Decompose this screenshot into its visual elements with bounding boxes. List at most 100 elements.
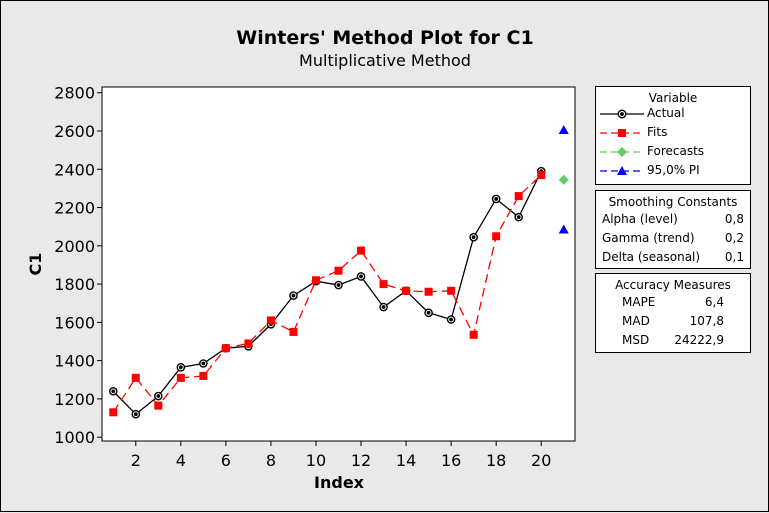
point-actual-center	[426, 310, 431, 315]
point-fits	[424, 287, 433, 296]
y-tick-label: 2600	[54, 122, 95, 141]
accuracy-value: 24222,9	[674, 333, 724, 347]
plot-area	[101, 86, 576, 442]
legend-item-forecasts: Forecasts	[596, 143, 750, 162]
y-axis-label: C1	[26, 253, 45, 276]
accuracy-label: MAD	[622, 314, 650, 328]
actual-line-circle-icon	[600, 109, 644, 119]
accuracy-label: MAPE	[622, 295, 656, 309]
smoothing-row-delta: Delta (seasonal) 0,1	[596, 248, 750, 267]
point-95-0-pi	[558, 224, 569, 234]
point-fits	[266, 316, 275, 325]
point-fits	[176, 373, 185, 382]
accuracy-value: 107,8	[689, 314, 724, 328]
chart-subtitle: Multiplicative Method	[299, 51, 471, 70]
x-tick-label: 2	[131, 451, 141, 470]
point-fits	[357, 246, 366, 255]
point-fits	[221, 344, 230, 353]
variable-legend: Variable Actual Fits Forecasts	[595, 86, 751, 185]
point-fits	[334, 266, 343, 275]
smoothing-value: 0,8	[724, 212, 744, 226]
y-tick-label: 1000	[54, 428, 95, 447]
point-fits	[154, 401, 163, 410]
legend-label-pi: 95,0% PI	[647, 163, 700, 177]
point-fits	[514, 192, 523, 201]
accuracy-row-mape: MAPE 6,4	[596, 293, 750, 312]
smoothing-row-gamma: Gamma (trend) 0,2	[596, 229, 750, 248]
legend-item-pi: 95,0% PI	[596, 162, 750, 181]
y-tick-label: 2800	[54, 84, 95, 103]
point-fits	[311, 276, 320, 285]
smoothing-value: 0,1	[724, 250, 744, 264]
point-actual-center	[133, 412, 138, 417]
x-tick-label: 18	[486, 451, 506, 470]
smoothing-label: Gamma (trend)	[602, 231, 695, 245]
chart-title: Winters' Method Plot for C1	[236, 27, 533, 49]
smoothing-constants-title: Smoothing Constants	[608, 195, 738, 209]
legend-label-actual: Actual	[647, 106, 685, 120]
point-fits	[469, 330, 478, 339]
point-actual-center	[336, 283, 341, 287]
accuracy-measures-title: Accuracy Measures	[615, 278, 731, 292]
forecasts-dashed-diamond-icon	[600, 147, 644, 157]
x-axis-label: Index	[314, 473, 365, 492]
x-tick-label: 12	[351, 451, 371, 470]
point-actual-center	[111, 389, 116, 394]
point-fits	[131, 373, 140, 382]
smoothing-label: Alpha (level)	[602, 212, 678, 226]
y-tick-label: 1600	[54, 313, 95, 332]
point-forecasts	[558, 174, 569, 185]
y-tick-label: 2000	[54, 237, 95, 256]
smoothing-row-alpha: Alpha (level) 0,8	[596, 210, 750, 229]
point-fits	[379, 280, 388, 289]
x-tick-label: 8	[266, 451, 276, 470]
point-actual-center	[156, 394, 161, 398]
point-fits	[402, 286, 411, 295]
x-tick-label: 6	[221, 451, 231, 470]
point-actual-center	[201, 361, 206, 366]
point-fits	[492, 232, 501, 241]
smoothing-label: Delta (seasonal)	[602, 250, 701, 264]
x-tick-label: 16	[441, 451, 461, 470]
point-actual-center	[449, 317, 454, 322]
point-95-0-pi	[558, 125, 569, 135]
pi-dashed-triangle-icon	[600, 166, 644, 175]
x-tick-label: 14	[396, 451, 416, 470]
point-actual-center	[291, 293, 296, 298]
accuracy-row-msd: MSD 24222,9	[596, 331, 750, 350]
y-tick-label: 2400	[54, 160, 95, 179]
legend-label-forecasts: Forecasts	[647, 144, 705, 158]
accuracy-label: MSD	[622, 333, 650, 347]
x-tick-label: 4	[176, 451, 186, 470]
y-tick-label: 1800	[54, 275, 95, 294]
y-tick-label: 1200	[54, 390, 95, 409]
legend-item-fits: Fits	[596, 124, 750, 143]
point-fits	[447, 286, 456, 295]
y-tick-label: 1400	[54, 352, 95, 371]
x-tick-label: 10	[306, 451, 326, 470]
point-fits	[199, 371, 208, 380]
accuracy-measures-box: Accuracy Measures MAPE 6,4 MAD 107,8 MSD…	[595, 273, 751, 353]
x-tick-label: 20	[531, 451, 551, 470]
point-actual-center	[178, 365, 183, 370]
point-actual-center	[494, 197, 499, 201]
point-actual-center	[381, 305, 386, 309]
point-actual-center	[359, 274, 363, 279]
point-actual-center	[471, 235, 476, 240]
legend-item-actual: Actual	[596, 105, 750, 124]
y-tick-label: 2200	[54, 199, 95, 218]
point-fits	[244, 339, 253, 348]
variable-legend-title: Variable	[648, 91, 698, 105]
point-actual-center	[516, 215, 521, 220]
accuracy-row-mad: MAD 107,8	[596, 312, 750, 331]
accuracy-value: 6,4	[704, 295, 724, 309]
point-fits	[109, 408, 118, 417]
legend-label-fits: Fits	[647, 125, 668, 139]
fits-dashed-square-icon	[600, 129, 644, 137]
point-fits	[289, 327, 298, 336]
smoothing-constants-box: Smoothing Constants Alpha (level) 0,8 Ga…	[595, 190, 751, 269]
point-fits	[537, 171, 546, 180]
smoothing-value: 0,2	[724, 231, 744, 245]
